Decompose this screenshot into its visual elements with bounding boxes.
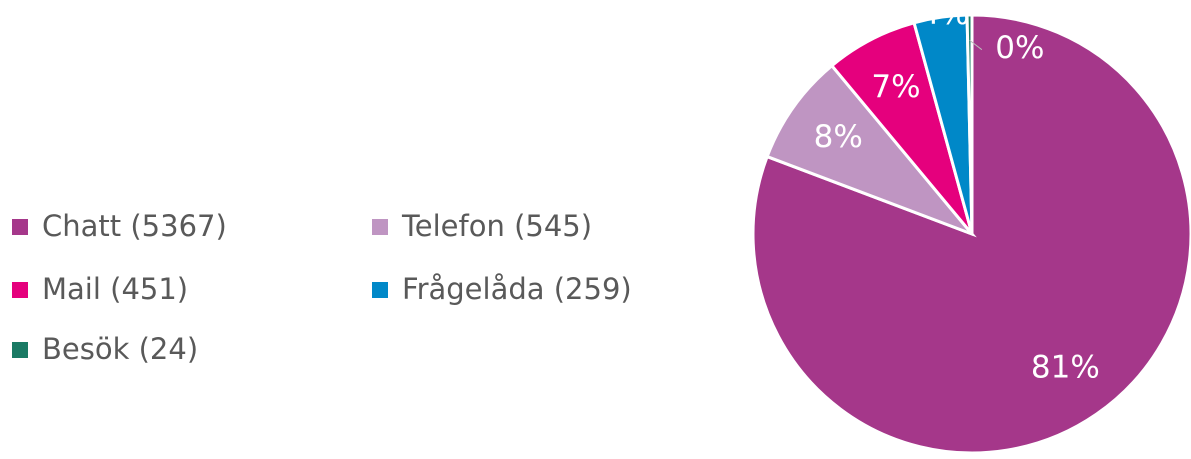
legend-label: Telefon (545) bbox=[401, 209, 592, 243]
legend-swatch bbox=[12, 342, 28, 358]
data-label: 7% bbox=[871, 69, 920, 105]
pie-slice bbox=[965, 13, 974, 235]
data-label: 4% bbox=[920, 0, 969, 32]
legend-swatch bbox=[372, 219, 388, 235]
legend-label: Chatt (5367) bbox=[42, 209, 227, 243]
data-label: 81% bbox=[1031, 350, 1100, 386]
legend-label: Frågelåda (259) bbox=[402, 272, 632, 306]
legend-swatch bbox=[12, 219, 28, 235]
data-label: 8% bbox=[814, 119, 863, 155]
legend-swatch bbox=[12, 282, 28, 298]
leader-line bbox=[969, 39, 983, 51]
legend-swatch bbox=[372, 282, 388, 298]
legend-label: Besök (24) bbox=[42, 332, 198, 366]
legend-label: Mail (451) bbox=[42, 272, 188, 306]
pie-slice bbox=[765, 63, 977, 238]
data-label: 0% bbox=[995, 30, 1044, 66]
